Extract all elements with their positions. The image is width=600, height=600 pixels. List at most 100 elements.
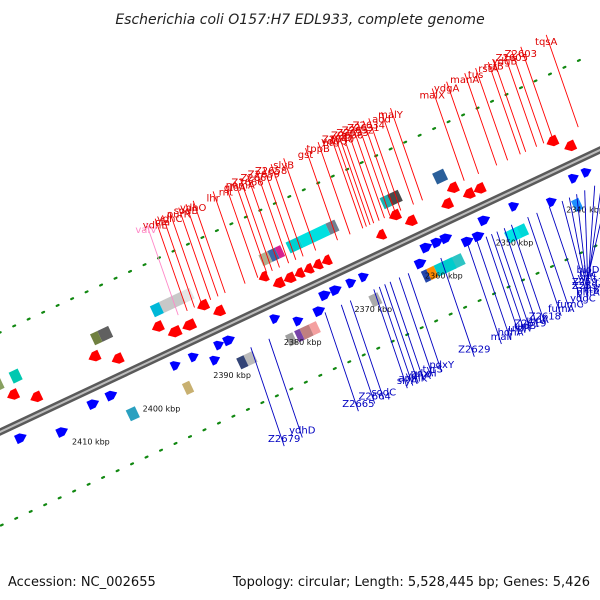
- reverse-gene-arrow: [151, 320, 165, 332]
- forward-gene-arrow: [419, 242, 433, 254]
- gene-leader-line: [431, 88, 465, 181]
- kbp-tick-label: 2390 kbp: [213, 371, 251, 380]
- forward-gene-arrow: [104, 390, 118, 402]
- gene-label: fumA: [548, 304, 575, 315]
- gene-leader-line: [510, 224, 546, 324]
- gene-label: pntB: [576, 284, 600, 295]
- forward-gene-arrow: [545, 197, 557, 208]
- gene-label: anmK: [398, 374, 427, 385]
- forward-category-block: [236, 355, 249, 370]
- gene-leader-line: [185, 204, 219, 297]
- gene-leader-line: [373, 289, 408, 389]
- gene-leader-line: [154, 218, 188, 312]
- reverse-gene-arrow: [7, 388, 21, 400]
- gene-label: lhr: [206, 193, 220, 204]
- kbp-tick-label: 2370 kbp: [354, 305, 392, 314]
- forward-category-block: [294, 328, 305, 343]
- forward-category-block: [426, 265, 439, 281]
- gene-label: Z2634: [353, 120, 385, 131]
- forward-gene-arrow: [86, 399, 100, 410]
- gene-leader-line: [263, 167, 297, 260]
- gene-label: uidA: [526, 315, 548, 326]
- reverse-gene-arrow: [111, 352, 125, 364]
- gene-leader-line: [362, 120, 396, 214]
- forward-gene-arrow: [357, 272, 369, 283]
- reverse-category-block: [274, 245, 286, 259]
- forward-category-block: [285, 332, 298, 347]
- forward-gene-arrow: [439, 233, 453, 245]
- gene-label: Z2640: [322, 135, 354, 146]
- gene-leader-line: [337, 132, 371, 226]
- forward-gene-arrow: [580, 168, 592, 178]
- reverse-gene-labels: tqsAZ2603Z2605ydgBrstBrstAtusmanAydgAmal…: [135, 34, 579, 316]
- forward-gene-arrow: [328, 285, 342, 297]
- forward-gene-arrow: [187, 352, 199, 363]
- gene-label: Z2631: [347, 123, 379, 134]
- genome-backbone: [0, 146, 600, 436]
- gene-label: Z2679: [268, 434, 300, 445]
- accession-text: Accession: NC_002655: [8, 575, 156, 590]
- gene-label: mlc: [579, 269, 597, 280]
- gene-leader-line: [520, 46, 554, 140]
- gene-label: tus: [468, 70, 483, 81]
- gene-label: Z2636: [331, 131, 363, 142]
- gene-leader-line: [561, 200, 589, 300]
- gene-leader-line: [250, 347, 285, 447]
- forward-gene-arrow: [213, 340, 224, 351]
- gene-leader-line: [545, 34, 579, 128]
- forward-category-block: [420, 269, 432, 283]
- gene-leader-line: [192, 200, 226, 294]
- gene-label: tppB: [306, 144, 330, 155]
- gene-leader-line: [162, 215, 195, 308]
- gene-label: manA: [450, 75, 479, 86]
- forward-gene-arrow: [55, 427, 68, 438]
- forward-gene-arrow: [318, 290, 331, 302]
- reverse-category-block: [97, 325, 114, 342]
- gene-leader-line: [368, 118, 402, 211]
- kbp-tick-label: 2350 kbp: [496, 238, 534, 247]
- gene-label: ydgQ: [321, 136, 348, 147]
- reverse-category-block: [298, 223, 331, 248]
- gene-leader-line: [178, 207, 212, 300]
- gene-label: ydgC: [570, 294, 596, 305]
- gene-label: nth: [322, 138, 339, 149]
- forward-gene-arrow: [460, 236, 474, 248]
- gene-label: malI: [491, 332, 513, 343]
- forward-gene-arrow: [209, 355, 221, 366]
- reverse-gene-arrow: [213, 304, 227, 317]
- gene-label: Z2665: [342, 399, 374, 410]
- gene-leader-line: [487, 61, 521, 155]
- gene-leader-line: [503, 228, 539, 328]
- gene-label: Z2659: [248, 170, 280, 181]
- gene-leader-line: [212, 191, 246, 284]
- forward-gene-arrow: [477, 215, 491, 227]
- kbp-tick-label: 2360 kbp: [425, 272, 463, 281]
- forward-category-block: [504, 226, 522, 244]
- forward-category-block: [243, 350, 258, 366]
- reverse-gene-arrow: [88, 349, 102, 362]
- guide-dotted-line: [0, 242, 600, 528]
- gene-label: slyB: [273, 160, 294, 171]
- gene-leader-line: [390, 107, 423, 201]
- guide-dotted-line: [0, 58, 581, 334]
- gene-leader-line: [283, 158, 317, 251]
- gene-leader-line: [381, 112, 414, 205]
- forward-category-block: [571, 197, 584, 212]
- gene-label: rnt: [219, 188, 233, 199]
- gene-leader-line: [145, 222, 179, 316]
- gene-leader-line: [340, 304, 376, 404]
- gene-label: Z2660: [240, 173, 272, 184]
- forward-category-block: [308, 321, 321, 336]
- gene-label: gst: [298, 150, 314, 161]
- gene-leader-line: [247, 175, 280, 268]
- forward-gene-arrow: [169, 361, 181, 371]
- forward-gene-arrow: [430, 237, 444, 249]
- kbp-tick-label: 2410 kbp: [72, 438, 110, 447]
- gene-leader-line: [352, 125, 385, 219]
- gene-label: pdxY: [429, 360, 455, 371]
- forward-category-block: [181, 380, 195, 395]
- gene-label: pdxH: [411, 369, 437, 380]
- reverse-category-block: [8, 368, 23, 384]
- gene-label: add: [372, 114, 391, 125]
- kbp-tick-label: 2380 kbp: [284, 338, 322, 347]
